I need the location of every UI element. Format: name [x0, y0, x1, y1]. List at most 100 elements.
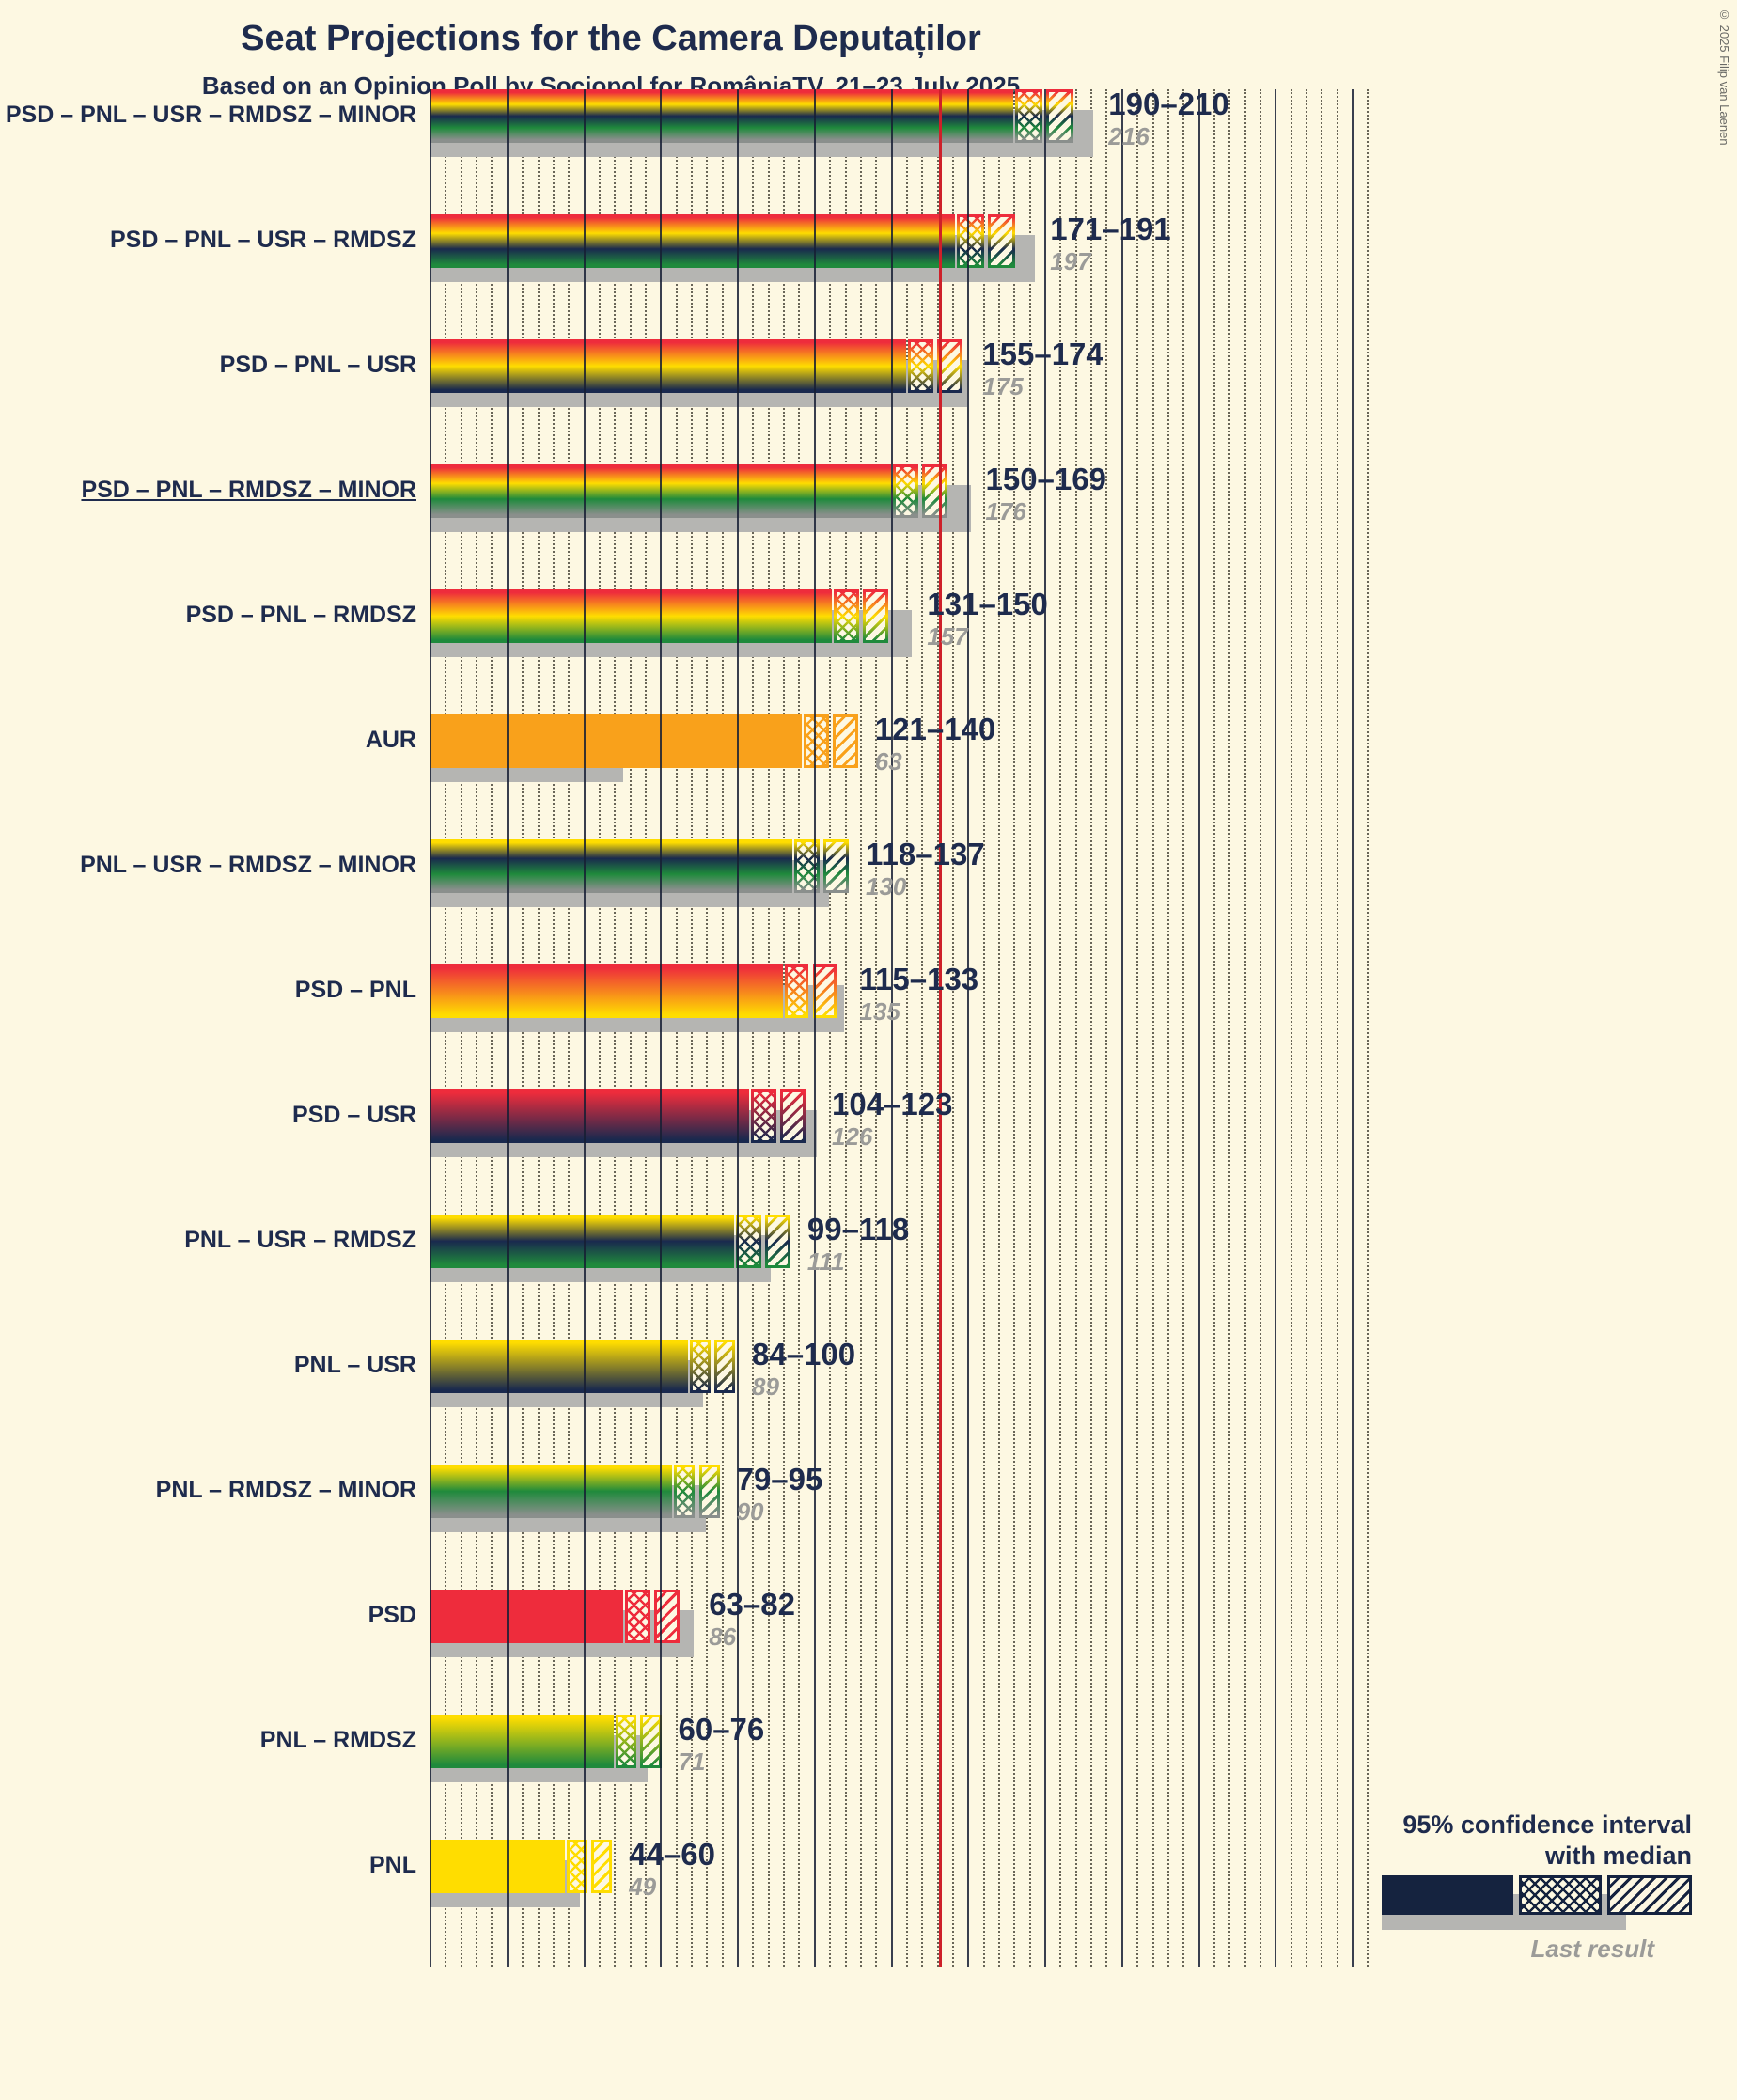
- range-label: 121–140: [874, 712, 996, 746]
- gridline-dotted: [1336, 89, 1338, 1967]
- range-label: 150–169: [985, 462, 1106, 496]
- row-value-labels: 115–133 135: [860, 962, 979, 1026]
- range-label: 79–95: [736, 1462, 823, 1497]
- legend-solid-bar: [1382, 1875, 1513, 1915]
- gridline-solid: [660, 89, 663, 1967]
- ci-crosshatch: [1015, 89, 1042, 143]
- last-result-value: 49: [629, 1873, 657, 1901]
- last-result-value: 89: [752, 1372, 779, 1401]
- ci-crosshatch-inner: [796, 842, 817, 890]
- last-result-value: 130: [866, 872, 907, 901]
- coalition-label: PSD – PNL – USR: [219, 352, 416, 378]
- ci-crosshatch-inner: [1018, 92, 1040, 140]
- ci-diagonal-inner: [716, 1342, 732, 1390]
- row-value-labels: 131–150 157: [927, 587, 1047, 650]
- range-label: 131–150: [927, 587, 1048, 621]
- chart-row: PSD – PNL – RMDSZ – MINOR 150–169 176: [0, 462, 1737, 589]
- projection-bar: [430, 589, 833, 643]
- row-value-labels: 190–210 216: [1108, 86, 1228, 150]
- legend-ci-line2: with median: [1544, 1841, 1692, 1870]
- projection-bar: [430, 1840, 565, 1893]
- ci-crosshatch: [689, 1340, 711, 1393]
- ci-diagonal-inner: [990, 217, 1012, 265]
- ci-diagonal-hatch: [815, 967, 834, 1015]
- gridline-solid: [1352, 89, 1354, 1967]
- ci-crosshatch: [793, 839, 820, 893]
- coalition-label: PNL – USR – RMDSZ – MINOR: [80, 852, 416, 878]
- ci-crosshatch-hatch: [618, 1717, 634, 1765]
- ci-crosshatch-inner: [960, 217, 981, 265]
- coalition-label: PNL: [369, 1852, 416, 1878]
- ci-crosshatch: [751, 1089, 777, 1143]
- gridline-dotted: [1090, 89, 1092, 1967]
- row-value-labels: 60–76 71: [679, 1712, 765, 1776]
- gridline-solid: [1120, 89, 1123, 1967]
- chart-row: PNL – RMDSZ – MINOR 79–95 90: [0, 1462, 1737, 1590]
- gridline-dotted: [1213, 89, 1215, 1967]
- projection-bar: [430, 464, 891, 518]
- ci-diagonal-inner: [815, 967, 834, 1015]
- ci-crosshatch: [616, 1715, 637, 1768]
- range-label: 155–174: [982, 337, 1103, 371]
- ci-crosshatch: [625, 1590, 651, 1643]
- row-value-labels: 99–118 111: [807, 1212, 909, 1276]
- legend-ci-label: 95% confidence interval with median: [1128, 1810, 1692, 1872]
- ci-crosshatch-inner: [618, 1717, 634, 1765]
- ci-crosshatch-hatch: [1018, 92, 1040, 140]
- projection-bar: [430, 714, 802, 768]
- ci-diagonal-hatch: [716, 1342, 732, 1390]
- range-label: 63–82: [709, 1587, 795, 1622]
- gridline-dotted: [844, 89, 847, 1967]
- legend-ci-line1: 95% confidence interval: [1402, 1810, 1692, 1839]
- ci-diagonal-hatch: [990, 217, 1012, 265]
- last-result-value: 126: [832, 1122, 873, 1151]
- chart-row: PNL – USR – RMDSZ – MINOR 118–137 130: [0, 837, 1737, 964]
- ci-crosshatch-inner: [569, 1842, 586, 1890]
- gridline-dotted: [998, 89, 1000, 1967]
- chart-row: PNL – USR – RMDSZ 99–118 111: [0, 1212, 1737, 1340]
- gridline-dotted: [1166, 89, 1169, 1967]
- coalition-label: PNL – USR – RMDSZ: [184, 1227, 416, 1253]
- gridline-dotted: [905, 89, 908, 1967]
- range-label: 171–191: [1050, 212, 1171, 246]
- coalition-label: PSD – PNL: [294, 977, 416, 1003]
- row-value-labels: 150–169 176: [986, 462, 1106, 525]
- ci-diagonal-inner: [783, 1092, 804, 1140]
- ci-diagonal: [832, 714, 858, 768]
- ci-crosshatch-hatch: [677, 1467, 693, 1515]
- gridline-dotted: [1074, 89, 1077, 1967]
- coalition-label: PNL – USR: [293, 1352, 416, 1378]
- gridline-dotted: [1136, 89, 1139, 1967]
- projection-bar: [430, 1089, 750, 1143]
- gridline-solid: [967, 89, 970, 1967]
- chart-row: PSD – PNL – USR – RMDSZ 171–191 197: [0, 212, 1737, 339]
- last-result-value: 63: [874, 747, 902, 776]
- ci-diagonal-inner: [701, 1467, 717, 1515]
- range-label: 60–76: [678, 1712, 765, 1747]
- gridline-dotted: [1228, 89, 1231, 1967]
- ci-crosshatch-inner: [628, 1592, 649, 1640]
- gridline-solid: [430, 89, 431, 1967]
- ci-crosshatch: [785, 964, 809, 1018]
- ci-diagonal: [936, 339, 962, 393]
- ci-diagonal: [713, 1340, 735, 1393]
- range-label: 190–210: [1108, 86, 1229, 121]
- ci-diagonal-inner: [1049, 92, 1071, 140]
- legend-diagonal-sample: [1607, 1875, 1692, 1915]
- ci-diagonal-inner: [939, 342, 960, 390]
- projection-bar: [430, 1715, 615, 1768]
- row-value-labels: 63–82 86: [709, 1587, 795, 1651]
- gridline-dotted: [936, 89, 939, 1967]
- ci-diagonal-hatch: [1049, 92, 1071, 140]
- row-value-labels: 155–174 175: [982, 337, 1103, 400]
- legend-crosshatch-sample-inner: [1522, 1878, 1599, 1912]
- gridline-dotted: [859, 89, 862, 1967]
- ci-crosshatch-inner: [895, 467, 915, 515]
- ci-diagonal: [921, 464, 947, 518]
- last-result-value: 71: [678, 1747, 706, 1776]
- row-value-labels: 104–123 126: [832, 1087, 952, 1151]
- range-label: 44–60: [629, 1837, 715, 1872]
- legend-sample-bar: [1382, 1875, 1692, 1960]
- gridline-solid: [583, 89, 586, 1967]
- chart-row: PNL – RMDSZ 60–76 71: [0, 1712, 1737, 1840]
